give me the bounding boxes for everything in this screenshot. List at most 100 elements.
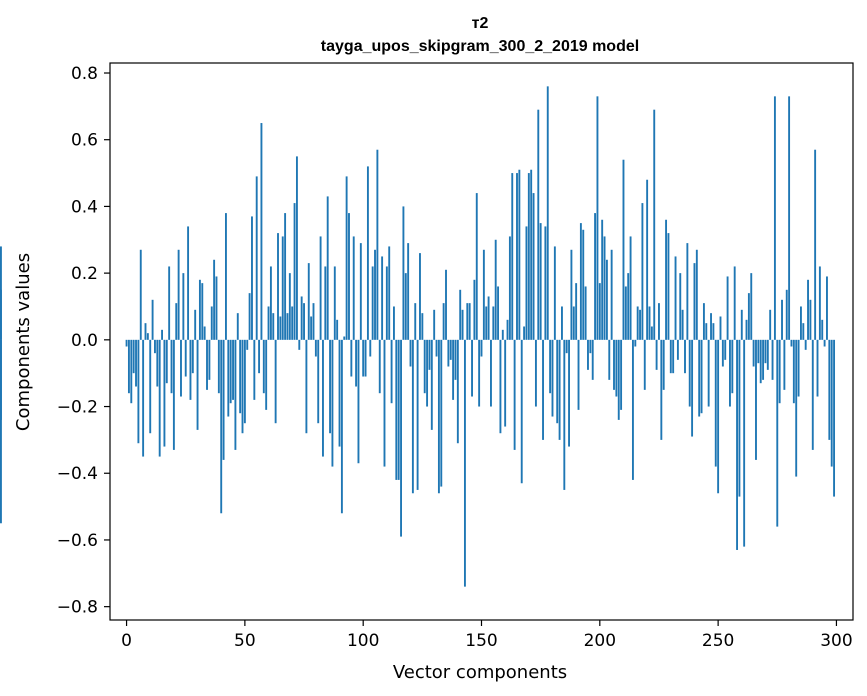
bar [305,339,308,434]
bar [605,259,608,340]
bar [568,339,570,447]
bar [759,339,762,384]
bar [220,339,223,514]
bar [175,303,178,340]
bar [165,339,168,384]
bar [272,313,275,340]
bar [227,339,230,417]
bar [478,339,481,407]
bar [180,339,182,397]
bar [345,176,348,340]
bar [182,273,185,340]
bar [203,326,206,340]
bar [530,169,533,340]
bar [804,339,807,350]
bar [492,306,495,340]
bar [636,306,639,340]
bar [745,319,748,340]
bar [785,289,788,340]
bar [232,339,234,400]
bar [338,339,341,447]
bar [523,326,526,340]
bar [627,273,630,340]
y-tick-label: 0.6 [71,131,98,151]
y-tick-label: −0.2 [57,398,98,418]
bar [352,236,355,340]
bar [565,339,568,354]
bar [208,339,211,380]
bar [757,339,760,364]
bar [295,156,298,340]
bar [130,339,133,404]
bar [556,339,559,424]
bar [764,339,767,364]
bar [426,339,429,407]
bar [811,339,814,450]
bar [312,303,315,340]
bar [584,286,587,340]
bar [828,339,831,440]
bar [374,249,376,340]
bar [435,339,438,357]
bar [366,166,369,340]
x-tick-label: 250 [702,631,734,651]
bar [641,203,644,340]
bar [814,149,817,340]
bar [177,249,180,340]
bar [473,279,476,340]
bar [144,323,147,340]
bar [513,339,516,450]
bar [826,276,828,340]
bar [163,339,166,447]
bar [549,339,552,394]
bar [823,339,826,347]
bar [816,339,819,397]
bar [596,96,599,340]
bar [440,339,443,487]
bar [151,299,154,340]
bar [137,339,140,444]
y-tick-label: 0.8 [71,64,98,84]
bar [558,339,561,440]
bar [442,303,445,340]
bar [376,149,379,340]
bar [707,339,710,407]
bar [340,339,343,514]
bar [409,339,412,367]
bar [215,276,218,340]
bar [303,303,305,340]
bar [274,339,277,424]
bar [369,339,372,357]
bar [724,339,727,360]
bar [395,339,398,480]
bar [385,266,388,340]
bar [419,253,421,340]
x-axis-ticks: 0 50 100 150 200 250 300 [121,620,853,651]
bar [288,273,291,340]
x-tick-label: 300 [820,631,852,651]
bar [691,339,694,437]
bar [662,339,665,390]
bar [702,303,705,340]
x-tick-label: 150 [465,631,497,651]
bar [336,319,339,340]
bar [731,339,734,394]
bar [135,339,137,387]
bar [714,339,717,467]
bar [281,236,284,340]
bar [355,339,358,387]
bar [795,339,798,477]
bar [771,339,774,380]
bar [532,193,535,340]
bar [236,313,239,340]
bar [381,256,384,340]
bar [639,309,641,340]
bar [807,279,809,340]
bar [721,339,724,367]
bar [719,316,722,340]
bar [762,339,765,380]
bar [433,309,436,340]
bar [544,226,547,340]
bar [686,243,689,340]
bar [504,339,507,427]
